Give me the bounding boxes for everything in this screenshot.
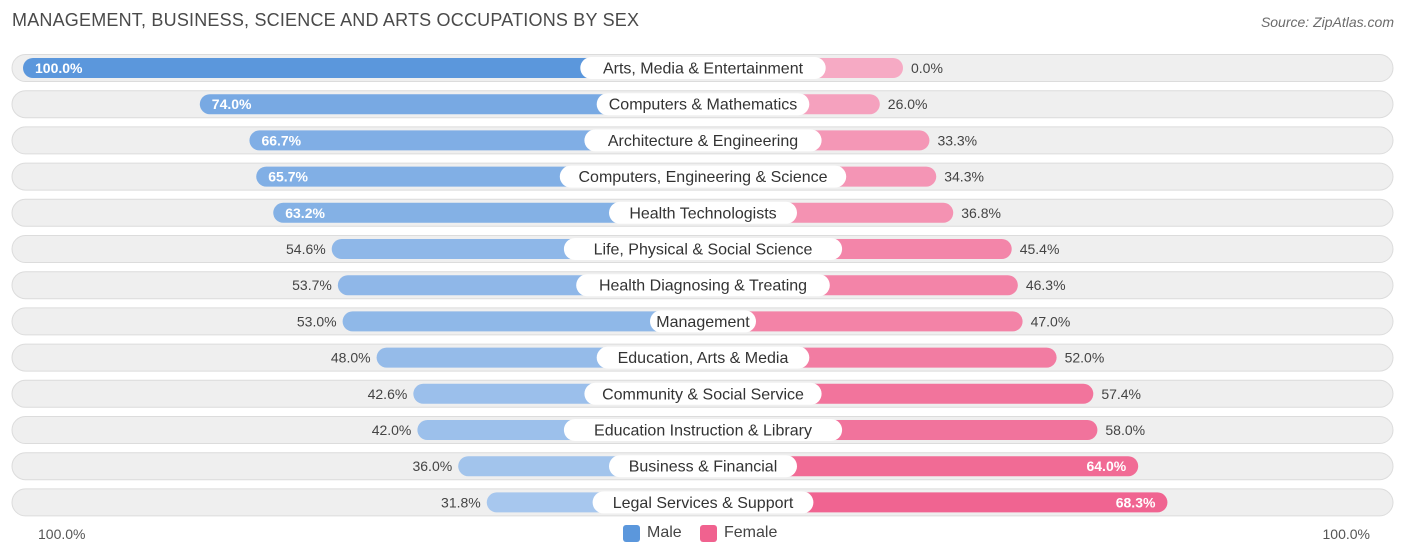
chart-row: Life, Physical & Social Science 54.6% 45.4… <box>11 235 1394 263</box>
category-label-bg <box>559 165 847 188</box>
category-label-bg <box>584 129 822 152</box>
value-label-female: 26.0% <box>888 96 928 112</box>
value-label-male: 53.7% <box>292 277 332 293</box>
category-label: Community & Social Service <box>602 386 804 403</box>
category-label: Life, Physical & Social Science <box>594 242 813 259</box>
chart-row: Legal Services & Support 31.8% 68.3% <box>11 488 1394 517</box>
bar-female <box>703 456 1139 477</box>
value-label-female: 57.4% <box>1101 386 1141 402</box>
value-label-female: 68.3% <box>1116 494 1156 510</box>
category-label-bg <box>650 310 756 333</box>
legend-swatch-male <box>623 524 640 542</box>
chart-row: Management 53.0% 47.0% <box>11 307 1394 336</box>
chart-row: Education, Arts & Media 48.0% 52.0% <box>11 343 1394 372</box>
value-label-female: 33.3% <box>937 132 977 148</box>
category-label-bg <box>596 93 810 116</box>
category-label-bg <box>609 201 797 224</box>
value-label-male: 66.7% <box>261 132 301 148</box>
value-label-female: 64.0% <box>1086 458 1126 474</box>
legend-swatch-female <box>700 524 717 542</box>
chart-row: Health Technologists 63.2% 36.8% <box>11 198 1394 227</box>
value-label-female: 0.0% <box>911 60 943 76</box>
value-label-male: 100.0% <box>35 60 83 76</box>
category-label-bg <box>563 238 843 260</box>
value-label-male: 74.0% <box>212 96 252 112</box>
value-label-male: 53.0% <box>297 313 337 329</box>
value-label-male: 65.7% <box>268 169 308 185</box>
chart-row: Computers & Mathematics 74.0% 26.0% <box>11 90 1394 119</box>
value-label-male: 63.2% <box>285 205 325 221</box>
category-label: Health Technologists <box>629 205 776 222</box>
value-label-female: 52.0% <box>1065 350 1105 366</box>
chart-canvas: Arts, Media & Entertainment 100.0% 0.0% Com… <box>11 54 1394 517</box>
value-label-male: 42.6% <box>368 386 408 402</box>
source-note: Source: ZipAtlas.com <box>1260 14 1394 30</box>
category-label: Arts, Media & Entertainment <box>603 61 804 78</box>
chart-row: Health Diagnosing & Treating 53.7% 46.3% <box>11 271 1394 300</box>
chart-row: Business & Financial 36.0% 64.0% <box>11 452 1394 481</box>
chart-title: MANAGEMENT, BUSINESS, SCIENCE AND ARTS O… <box>12 10 640 30</box>
axis-left-label: 100.0% <box>38 526 86 542</box>
category-label: Management <box>656 314 750 331</box>
category-label: Legal Services & Support <box>613 495 794 512</box>
chart-row: Architecture & Engineering 66.7% 33.3% <box>11 126 1394 155</box>
category-label-bg <box>592 491 814 514</box>
category-label-bg <box>576 274 830 297</box>
category-label-bg <box>609 455 797 478</box>
category-label-bg <box>596 346 810 369</box>
legend: Male Female <box>0 524 1406 544</box>
value-label-male: 54.6% <box>286 241 326 257</box>
bar-male <box>199 94 704 115</box>
value-label-male: 48.0% <box>331 350 371 366</box>
chart-row: Computers, Engineering & Science 65.7% 34.… <box>11 162 1394 191</box>
category-label: Education Instruction & Library <box>594 423 812 440</box>
legend-label-male: Male <box>647 524 682 541</box>
value-label-male: 36.0% <box>412 458 452 474</box>
value-label-female: 45.4% <box>1020 241 1060 257</box>
axis-right-label: 100.0% <box>1322 526 1370 542</box>
category-label: Health Diagnosing & Treating <box>599 278 807 295</box>
bar-male <box>23 58 703 78</box>
category-label-bg <box>563 419 843 441</box>
value-label-female: 47.0% <box>1031 313 1071 329</box>
category-label-bg <box>584 382 822 405</box>
legend-item-female: Female <box>700 524 777 542</box>
value-label-male: 31.8% <box>441 494 481 510</box>
bar-female <box>703 492 1168 513</box>
category-label-bg <box>580 57 826 79</box>
value-label-female: 58.0% <box>1105 422 1145 438</box>
value-label-female: 36.8% <box>961 205 1001 221</box>
bar-female <box>703 311 1023 332</box>
bar-male <box>342 311 703 332</box>
value-label-male: 42.0% <box>372 422 412 438</box>
category-label: Education, Arts & Media <box>618 350 789 367</box>
chart-row: Arts, Media & Entertainment 100.0% 0.0% <box>11 54 1394 82</box>
category-label: Computers, Engineering & Science <box>578 169 827 186</box>
chart-row: Community & Social Service 42.6% 57.4% <box>11 379 1394 408</box>
category-label: Computers & Mathematics <box>609 97 798 114</box>
legend-item-male: Male <box>623 524 682 542</box>
legend-label-female: Female <box>724 524 778 541</box>
value-label-female: 46.3% <box>1026 277 1066 293</box>
bar-male <box>273 202 703 223</box>
chart-row: Education Instruction & Library 42.0% 58.0… <box>11 416 1394 444</box>
value-label-female: 34.3% <box>944 169 984 185</box>
category-label: Architecture & Engineering <box>608 133 798 150</box>
category-label: Business & Financial <box>629 459 778 476</box>
